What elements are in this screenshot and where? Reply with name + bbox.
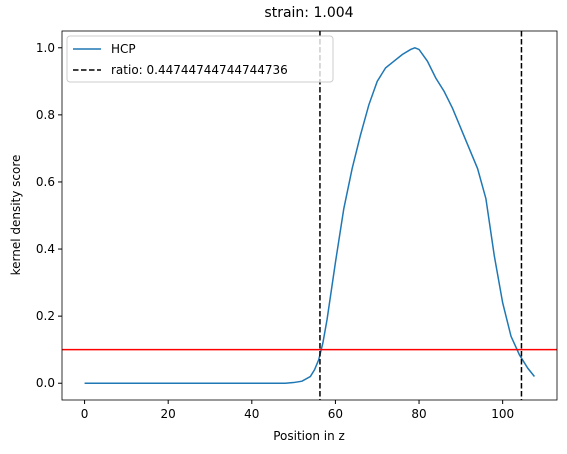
x-axis-label: Position in z: [273, 429, 345, 443]
chart-title: strain: 1.004: [264, 5, 353, 21]
y-tick-label: 0.0: [36, 376, 55, 390]
y-tick-label: 0.6: [36, 175, 55, 189]
line-series: [84, 46, 536, 384]
y-tick-label: 1.0: [36, 41, 55, 55]
y-tick-label: 0.8: [36, 108, 55, 122]
y-axis-label: kernel density score: [9, 155, 23, 276]
legend-label: ratio: 0.44744744744744736: [111, 63, 288, 77]
y-tick-label: 0.2: [36, 309, 55, 323]
x-tick-label: 60: [328, 407, 343, 421]
x-tick-label: 0: [81, 407, 89, 421]
y-tick-label: 0.4: [36, 242, 55, 256]
plot-frame: [61, 30, 558, 401]
x-tick-label: 40: [244, 407, 259, 421]
x-tick-label: 20: [161, 407, 176, 421]
legend-box: [66, 35, 334, 83]
x-tick-label: 100: [491, 407, 514, 421]
legend-label: HCP: [111, 42, 136, 56]
x-tick-label: 80: [411, 407, 426, 421]
